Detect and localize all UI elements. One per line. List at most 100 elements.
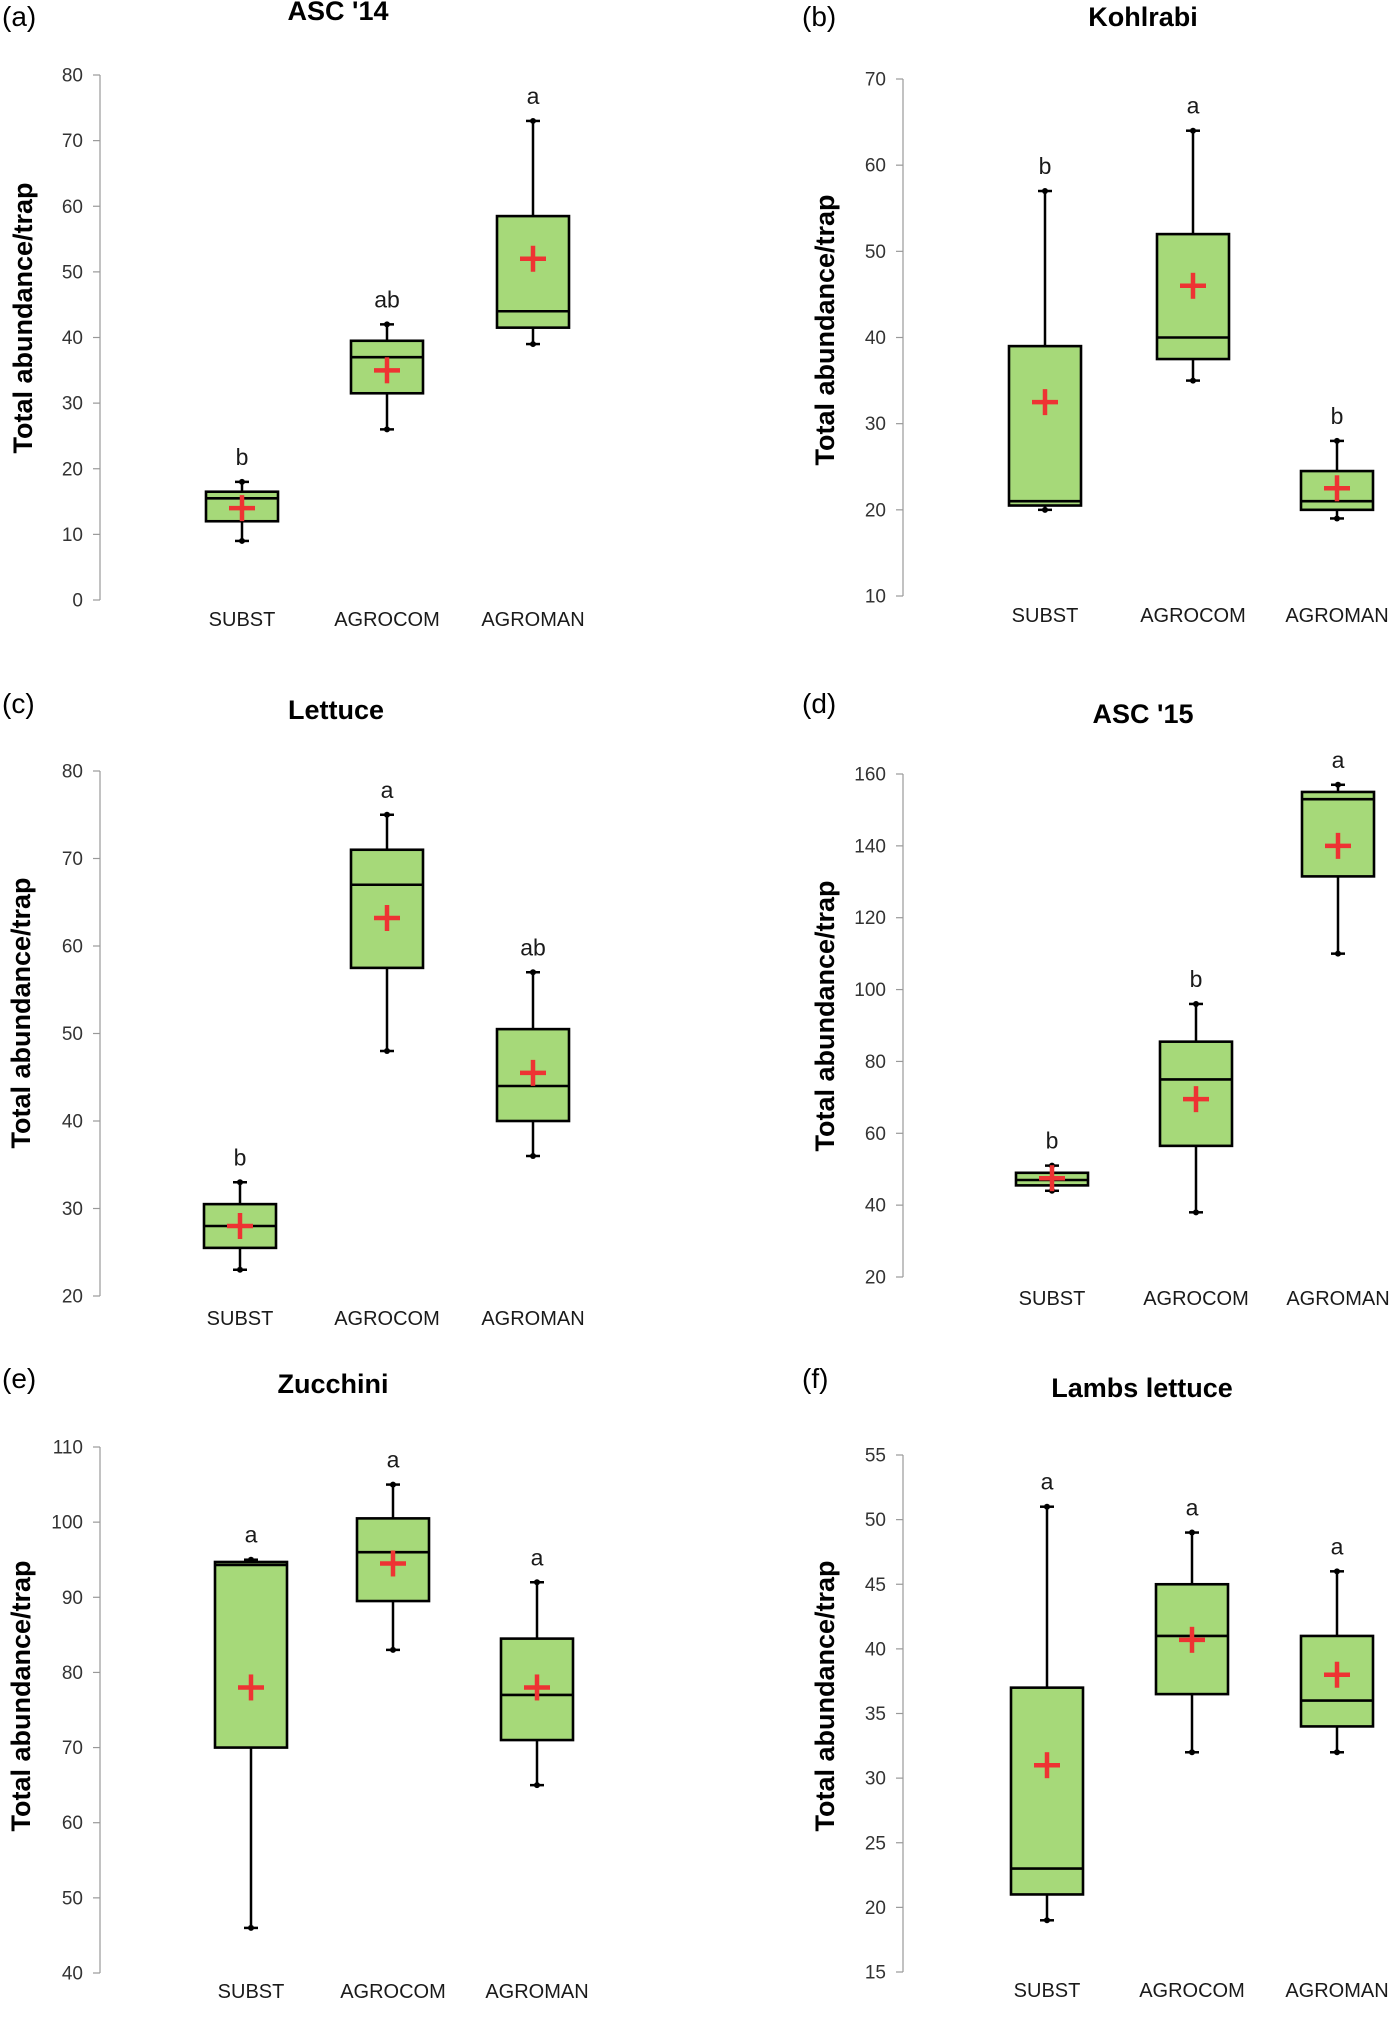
y-tick-label: 80 [62, 1663, 83, 1684]
significance-letter: a [1331, 1533, 1344, 1559]
x-category-label: AGROMAN [1285, 1980, 1388, 2002]
x-category-label: AGROMAN [1286, 1288, 1389, 1310]
significance-letter: a [1186, 1495, 1199, 1521]
panel-letter: (f) [802, 1363, 828, 1394]
y-tick-label: 140 [854, 836, 886, 857]
panel-e-chart: (e) Zucchini Total abundance/trap 40 50 60… [2, 1363, 589, 2004]
panel-b-chart: (b) Kohlrabi Total abundance/trap 10 20 30… [802, 1, 1389, 628]
y-tick-label: 50 [865, 242, 886, 263]
whisker-end-min [530, 341, 536, 348]
box-iqr [495, 1027, 571, 1123]
significance-letter: b [1039, 153, 1052, 179]
panel-f: (f) Lambs lettuce Total abundance/trap 1… [700, 1346, 1400, 2019]
panel-letter: (d) [802, 688, 836, 719]
y-axis-title: Total abundance/trap [6, 877, 36, 1148]
chart-title: ASC '14 [288, 0, 389, 26]
panel-letter: (c) [2, 688, 35, 719]
significance-letter: a [245, 1522, 258, 1548]
y-tick-label: 30 [62, 394, 83, 415]
y-axis-title: Total abundance/trap [8, 182, 38, 453]
whisker-end-max [1044, 1503, 1050, 1510]
significance-letter: a [531, 1544, 544, 1570]
significance-letter: a [1041, 1469, 1054, 1495]
whisker-end-max [530, 969, 536, 976]
x-category-label: SUBST [209, 609, 276, 631]
x-category-label: AGROCOM [334, 609, 440, 631]
y-tick-label: 25 [865, 1833, 886, 1854]
y-tick-label: 60 [62, 197, 83, 218]
significance-letter: a [1332, 747, 1345, 773]
y-tick-label: 10 [865, 587, 886, 608]
y-tick-label: 30 [865, 1769, 886, 1790]
whisker-end-max [384, 811, 390, 818]
x-category-label: AGROMAN [481, 1308, 584, 1330]
y-axis-title: Total abundance/trap [810, 194, 840, 465]
whisker-end-min [534, 1782, 540, 1789]
x-category-label: AGROCOM [1143, 1288, 1249, 1310]
whisker-end-min [1335, 950, 1341, 957]
whisker-end-min [384, 426, 390, 433]
significance-letter: a [1187, 93, 1200, 119]
chart-title: Zucchini [277, 1369, 388, 1399]
whisker-end-max [1193, 1000, 1199, 1007]
panel-c: (c) Lettuce Total abundance/trap 20 30 40 5… [0, 673, 700, 1346]
y-tick-label: 110 [53, 1438, 83, 1459]
whisker-end-max [1334, 437, 1340, 444]
y-tick-label: 70 [62, 849, 83, 870]
box-iqr [1007, 344, 1083, 507]
y-tick-label: 80 [62, 66, 83, 87]
y-tick-label: 50 [62, 262, 83, 283]
y-tick-label: 50 [865, 1510, 886, 1531]
y-tick-label: 80 [865, 1052, 886, 1073]
panel-letter: (b) [802, 1, 836, 32]
chart-title: ASC '15 [1093, 699, 1194, 729]
box-iqr [1009, 1686, 1085, 1896]
y-tick-label: 80 [62, 762, 83, 783]
x-category-label: AGROMAN [481, 609, 584, 631]
panel-d-chart: (d) ASC '15 Total abundance/trap 20 40 60 8… [802, 688, 1390, 1310]
y-axis-title: Total abundance/trap [810, 1560, 840, 1831]
whisker-end-min [1334, 1749, 1340, 1756]
panel-a: (a) ASC '14 Total abundance/trap 0 10 20 30… [0, 0, 700, 673]
box-iqr [213, 1560, 289, 1749]
whisker-end-min [1190, 377, 1196, 384]
x-category-label: AGROMAN [485, 1981, 588, 2003]
box-iqr [499, 1637, 575, 1742]
significance-letter: b [1190, 966, 1203, 992]
whisker-end-max [1042, 188, 1048, 195]
plot-area: 15 20 25 30 35 40 45 50 55 SUBST AGROCOM AGROMAN a a a [865, 1446, 1389, 2003]
y-tick-label: 20 [62, 1287, 83, 1308]
whisker-end-max [237, 1179, 243, 1186]
y-tick-label: 50 [62, 1024, 83, 1045]
panel-d: (d) ASC '15 Total abundance/trap 20 40 60 8… [700, 673, 1400, 1346]
x-category-label: AGROCOM [334, 1308, 440, 1330]
significance-letter: ab [374, 286, 400, 312]
whisker-end-max [384, 321, 390, 328]
x-category-label: AGROCOM [1139, 1980, 1245, 2002]
plot-area: 40 50 60 70 80 90 100 110 SUBST AGROCOM AGROMAN a a a [51, 1438, 588, 2004]
y-tick-label: 120 [854, 908, 886, 929]
box-iqr [495, 214, 571, 329]
x-category-label: SUBST [218, 1981, 285, 2003]
chart-title: Lettuce [288, 695, 384, 725]
y-tick-label: 100 [854, 980, 886, 1001]
significance-letter: b [1331, 403, 1344, 429]
plot-area: 10 20 30 40 50 60 70 SUBST AGROCOM AGROMAN b a b [865, 70, 1389, 628]
y-tick-label: 20 [865, 500, 886, 521]
y-axis-title: Total abundance/trap [6, 1560, 36, 1831]
y-tick-label: 20 [865, 1268, 886, 1289]
x-category-label: AGROCOM [340, 1981, 446, 2003]
significance-letter: b [236, 444, 249, 470]
y-tick-label: 160 [854, 765, 886, 786]
whisker-end-min [239, 537, 245, 544]
whisker-end-min [248, 1924, 254, 1931]
y-tick-label: 35 [865, 1704, 886, 1725]
whisker-end-max [1335, 781, 1341, 788]
x-category-label: SUBST [207, 1308, 274, 1330]
plot-area: 0 10 20 30 40 50 60 70 80 SUBST AGROCOM AGROMAN b ab a [62, 66, 585, 632]
plot-area: 20 40 60 80 100 120 140 160 SUBST AGROCOM AGROMAN b… [854, 747, 1389, 1310]
y-tick-label: 40 [865, 1196, 886, 1217]
y-tick-label: 30 [865, 414, 886, 435]
whisker-end-min [530, 1153, 536, 1159]
y-tick-label: 0 [72, 591, 83, 612]
